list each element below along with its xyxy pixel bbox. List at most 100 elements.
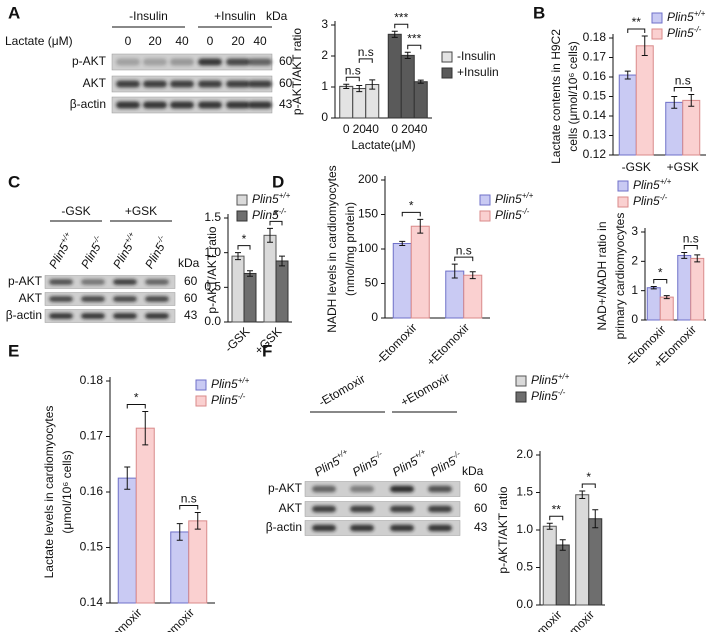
y-axis-label: primary cardiomyocytes xyxy=(613,213,627,340)
blot-strip xyxy=(304,520,461,536)
bar xyxy=(392,242,412,319)
bar xyxy=(400,54,415,119)
y-tick-label: 0.18 xyxy=(583,30,607,44)
significance-bracket xyxy=(549,515,564,521)
error-bar xyxy=(650,286,657,290)
y-axis-label: cells (μmol/10⁶ cells) xyxy=(566,41,580,152)
blot-band xyxy=(248,58,272,66)
kda-marker: 60 xyxy=(279,76,293,90)
legend-swatch xyxy=(195,379,207,391)
y-tick-label: 0.16 xyxy=(80,484,104,498)
row-label: p-AKT xyxy=(72,54,107,68)
panel-letter: E xyxy=(8,341,19,360)
lane-label: Plin5+/+ xyxy=(311,447,352,480)
legend-label: Plin5+/+ xyxy=(211,376,250,392)
blot-band xyxy=(312,524,336,532)
kda-marker: 60 xyxy=(474,481,488,495)
y-tick-label: 2 xyxy=(321,48,328,62)
x-axis-label: Lactate(μM) xyxy=(351,138,415,152)
group-label: -Insulin xyxy=(129,9,168,23)
y-tick-label: 150 xyxy=(358,207,378,221)
error-bar xyxy=(194,512,201,530)
significance-label: n.s xyxy=(358,45,374,59)
significance-label: * xyxy=(274,208,279,222)
bar xyxy=(387,33,402,119)
error-bar xyxy=(451,263,458,279)
y-tick-label: 2 xyxy=(631,254,638,268)
group-label: -Etomoxir xyxy=(316,372,367,410)
x-tick-label: 40 xyxy=(414,122,428,136)
lane-label: 40 xyxy=(175,34,189,48)
y-tick-label: 0.13 xyxy=(583,128,607,142)
significance-bracket xyxy=(401,211,421,217)
y-tick-label: 0.17 xyxy=(583,50,607,64)
error-bar xyxy=(592,509,599,529)
blot-band xyxy=(143,58,167,66)
x-tick-label: +Etomoxir xyxy=(149,605,197,632)
legend-label: Plin5+/+ xyxy=(633,177,672,193)
y-tick-label: 0.5 xyxy=(204,280,221,294)
bar xyxy=(635,45,654,156)
y-tick-label: 0.12 xyxy=(583,147,607,161)
blot-band xyxy=(198,80,222,88)
error-bar xyxy=(641,35,648,57)
y-tick-label: 1.5 xyxy=(204,210,221,224)
blot-band xyxy=(49,279,73,285)
y-tick-label: 0.18 xyxy=(80,373,104,387)
legend-swatch xyxy=(515,375,527,387)
blot-band xyxy=(113,296,137,302)
x-tick-label: 0 xyxy=(343,122,350,136)
lane-label: Plin5-/- xyxy=(77,233,108,271)
y-tick-label: 0.15 xyxy=(583,89,607,103)
blot-band xyxy=(113,313,137,319)
y-tick-label: 0.5 xyxy=(516,560,533,574)
bar xyxy=(575,494,590,606)
y-tick-label: 3 xyxy=(321,17,328,31)
significance-bracket xyxy=(394,23,409,29)
row-label: AKT xyxy=(83,76,107,90)
y-tick-label: 0.0 xyxy=(516,597,533,611)
lane-label: 40 xyxy=(253,34,267,48)
blot-strip xyxy=(44,292,176,306)
error-bar xyxy=(688,94,695,107)
kda-marker: 60 xyxy=(279,54,293,68)
unit-label: kDa xyxy=(266,9,288,23)
y-tick-label: 200 xyxy=(358,172,378,186)
blot-strip xyxy=(304,501,461,517)
error-bar xyxy=(356,84,363,93)
legend-label: Plin5-/- xyxy=(211,392,246,408)
bar xyxy=(410,225,430,319)
legend-label: -Insulin xyxy=(457,49,496,63)
significance-bracket xyxy=(345,76,360,82)
significance-label: * xyxy=(242,232,247,246)
legend-label: Plin5-/- xyxy=(252,207,287,223)
bar xyxy=(263,234,277,323)
significance-label: ** xyxy=(632,15,642,29)
significance-label: n.s xyxy=(675,74,691,88)
row-label: p-AKT xyxy=(268,481,303,495)
significance-bracket xyxy=(454,256,474,262)
blot-band xyxy=(81,296,105,302)
error-bar xyxy=(417,79,424,84)
blot-band xyxy=(49,313,73,319)
legend-label: Plin5-/- xyxy=(531,388,566,404)
panel-letter: D xyxy=(272,172,284,191)
y-axis-label: NADH levels in cardiomyocytes xyxy=(325,165,339,332)
legend-label: Plin5-/- xyxy=(667,25,702,41)
bar xyxy=(231,255,245,323)
y-tick-label: 0.0 xyxy=(204,314,221,328)
legend-label: +Insulin xyxy=(457,65,499,79)
significance-bracket xyxy=(407,44,422,50)
blot-band xyxy=(116,101,140,109)
y-axis-label: p-AKT/AKT ratio xyxy=(496,486,510,573)
bar xyxy=(690,257,705,321)
blot-band xyxy=(170,80,194,88)
blot-band xyxy=(170,101,194,109)
legend-swatch xyxy=(515,391,527,403)
significance-label: * xyxy=(586,470,591,484)
lane-label: 20 xyxy=(148,34,162,48)
blot-band xyxy=(428,524,452,532)
blot-band xyxy=(428,505,452,513)
panel-letter: C xyxy=(8,172,20,191)
bar xyxy=(646,287,661,321)
